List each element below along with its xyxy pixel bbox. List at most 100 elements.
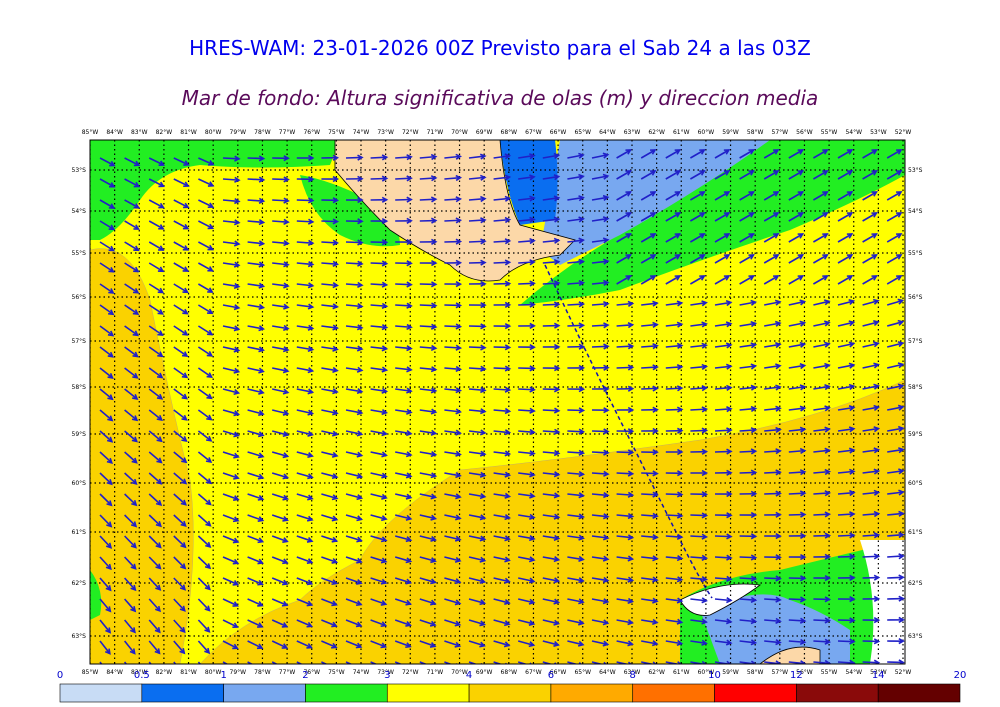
arrow-head xyxy=(775,426,782,434)
arrow-head xyxy=(701,576,708,583)
arrow xyxy=(813,364,830,369)
arrow xyxy=(788,149,804,159)
arrow xyxy=(197,388,212,399)
arrow-head xyxy=(578,195,585,202)
arrow-head xyxy=(625,191,632,197)
arrow-head xyxy=(553,258,561,266)
arrow xyxy=(518,197,535,201)
arrow-head xyxy=(748,254,755,260)
arrow xyxy=(641,493,658,496)
arrow-head xyxy=(307,324,315,331)
arrow-head xyxy=(405,578,413,585)
arrow-head xyxy=(356,409,364,416)
arrow-head xyxy=(455,280,463,288)
arrow xyxy=(813,385,830,390)
arrow xyxy=(542,409,559,412)
arrow xyxy=(862,275,877,285)
arrow-head xyxy=(504,344,512,351)
arrow-head xyxy=(205,499,212,506)
arrow-head xyxy=(331,473,339,480)
arrow xyxy=(296,493,313,500)
arrow-head xyxy=(258,325,265,332)
arrow-head xyxy=(307,197,315,204)
arrow xyxy=(124,535,137,549)
arrow-head xyxy=(430,535,437,542)
arrow xyxy=(591,619,608,624)
arrow-head xyxy=(822,170,829,176)
arrow xyxy=(567,598,584,603)
arrow xyxy=(714,640,731,644)
arrow-head xyxy=(204,605,211,612)
arrow xyxy=(567,154,584,159)
arrow-head xyxy=(182,308,189,315)
arrow-head xyxy=(107,351,115,358)
arrow xyxy=(837,321,854,327)
arrow xyxy=(345,514,362,521)
arrow-head xyxy=(233,473,240,480)
arrow-head xyxy=(799,363,807,370)
arrow xyxy=(665,408,682,411)
arrow-head xyxy=(131,478,138,485)
arrow-head xyxy=(800,553,807,561)
arrow xyxy=(518,261,535,264)
arrow-head xyxy=(204,584,211,591)
lat-label-right: 58°S xyxy=(908,384,923,391)
arrow-head xyxy=(257,622,264,628)
arrow-head xyxy=(627,576,635,583)
arrow xyxy=(197,304,213,314)
arrow xyxy=(419,367,436,371)
arrow xyxy=(271,451,288,458)
arrow-head xyxy=(650,275,657,281)
arrow xyxy=(247,388,264,394)
arrow-head xyxy=(897,404,905,411)
arrow-head xyxy=(800,532,807,539)
arrow xyxy=(518,239,535,243)
arrow xyxy=(123,598,136,612)
arrow-head xyxy=(108,203,116,209)
arrow xyxy=(247,556,263,564)
arrow-head xyxy=(107,373,114,379)
arrow-head xyxy=(158,160,166,167)
arrow-head xyxy=(381,175,389,182)
arrow xyxy=(124,178,140,188)
arrow-head xyxy=(528,577,536,584)
arrow-head xyxy=(232,622,239,629)
arrow xyxy=(493,240,510,243)
arrow xyxy=(296,241,313,244)
arrow-head xyxy=(207,160,215,166)
arrow xyxy=(493,218,510,222)
arrow xyxy=(567,430,584,433)
arrow-head xyxy=(133,203,141,209)
arrow xyxy=(394,598,411,605)
arrow-head xyxy=(356,366,364,373)
arrow-head xyxy=(674,275,682,281)
arrow xyxy=(321,388,338,393)
arrow xyxy=(862,470,879,474)
arrow xyxy=(444,219,461,222)
arrow xyxy=(788,598,805,601)
arrow xyxy=(862,385,879,390)
arrow-head xyxy=(181,372,189,379)
arrow-head xyxy=(182,330,189,336)
arrow-head xyxy=(156,457,163,464)
arrow xyxy=(518,514,535,519)
arrow xyxy=(468,388,486,392)
arrow-head xyxy=(873,447,881,454)
arrow xyxy=(763,212,779,222)
arrow-head xyxy=(133,245,140,252)
arrow xyxy=(764,322,781,327)
arrow-head xyxy=(406,217,413,224)
arrow-head xyxy=(283,324,290,332)
arrow xyxy=(345,661,353,664)
arrow xyxy=(272,367,289,372)
arrow-head xyxy=(627,470,635,477)
arrow xyxy=(690,556,707,559)
arrow xyxy=(813,343,830,348)
arrow-head xyxy=(872,298,880,305)
arrow-head xyxy=(480,365,487,372)
arrow-head xyxy=(183,181,190,188)
arrow xyxy=(99,514,112,528)
arrow-head xyxy=(132,287,140,294)
sea-green xyxy=(90,140,340,240)
arrow xyxy=(296,325,313,330)
